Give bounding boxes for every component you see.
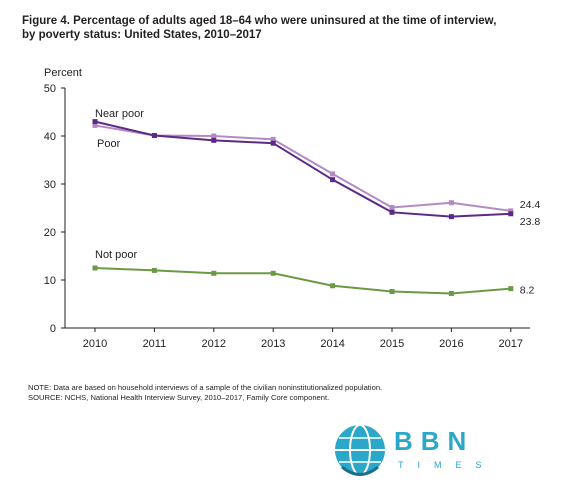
chart-title: Figure 4. Percentage of adults aged 18–6…	[22, 14, 542, 42]
x-tick-label: 2010	[83, 338, 107, 350]
data-point	[330, 177, 336, 183]
x-tick-label: 2011	[143, 338, 167, 350]
data-point	[330, 283, 336, 289]
x-tick-label: 2012	[202, 338, 226, 350]
chart-axes: 0 10 20 30 40 50 Percent 2010 2011 2012 2013 2014 20…	[44, 67, 530, 350]
data-point	[270, 136, 276, 142]
data-point	[508, 211, 514, 217]
watermark-brand: BBN	[394, 426, 475, 456]
watermark-logo: BBN TIMES	[332, 420, 547, 482]
x-tick-label: 2016	[439, 338, 463, 350]
note-text: NOTE: Data are based on household interv…	[28, 383, 383, 392]
chart-notes: NOTE: Data are based on household interv…	[28, 383, 382, 403]
x-tick-label: 2013	[261, 338, 285, 350]
series-line-poor	[94, 120, 511, 218]
data-point	[270, 270, 276, 276]
end-value-label: 23.8	[520, 216, 541, 228]
data-point	[151, 133, 157, 139]
globe-icon	[335, 424, 385, 476]
series-line-near-poor	[94, 124, 511, 212]
data-point	[448, 290, 454, 296]
end-value-label: 24.4	[520, 199, 541, 211]
y-axis-label: Percent	[44, 67, 82, 79]
data-point	[330, 171, 336, 177]
chart-series	[92, 119, 514, 296]
series-line-not-poor	[94, 267, 511, 295]
data-point	[389, 209, 395, 215]
data-point	[92, 122, 98, 128]
data-point	[389, 205, 395, 211]
x-tick-label: 2015	[380, 338, 404, 350]
y-tick-label: 50	[44, 83, 56, 95]
end-value-label: 8.2	[520, 285, 535, 297]
series-name-label-not-poor: Not poor	[95, 249, 138, 261]
data-point	[389, 289, 395, 295]
y-tick-label: 10	[44, 275, 56, 287]
data-point	[270, 140, 276, 146]
y-tick-label: 20	[44, 227, 56, 239]
data-point	[92, 265, 98, 271]
data-point	[508, 286, 514, 292]
chart-title-line1: Figure 4. Percentage of adults aged 18–6…	[22, 15, 497, 27]
data-point	[92, 119, 98, 125]
x-tick-label: 2014	[320, 338, 344, 350]
line-chart: 0 10 20 30 40 50 Percent 2010 2011 2012 2013 2014 20…	[44, 67, 541, 350]
y-tick-label: 30	[44, 179, 56, 191]
data-point	[211, 137, 217, 143]
data-point	[508, 208, 514, 214]
y-tick-label: 0	[50, 323, 56, 335]
data-point	[151, 267, 157, 273]
watermark-sub: TIMES	[398, 460, 496, 470]
data-point	[448, 214, 454, 220]
data-point	[211, 270, 217, 276]
y-tick-label: 40	[44, 131, 56, 143]
chart-title-line2: by poverty status: United States, 2010–2…	[22, 29, 262, 41]
data-point	[448, 200, 454, 206]
x-tick-label: 2017	[499, 338, 523, 350]
chart-labels: Near poor 24.4 Poor 23.8 Not poor 8.2	[95, 108, 540, 297]
source-text: SOURCE: NCHS, National Health Interview …	[28, 393, 330, 402]
series-name-label-poor: Poor	[97, 138, 121, 150]
series-name-label-near-poor: Near poor	[95, 108, 144, 120]
data-point	[211, 133, 217, 139]
